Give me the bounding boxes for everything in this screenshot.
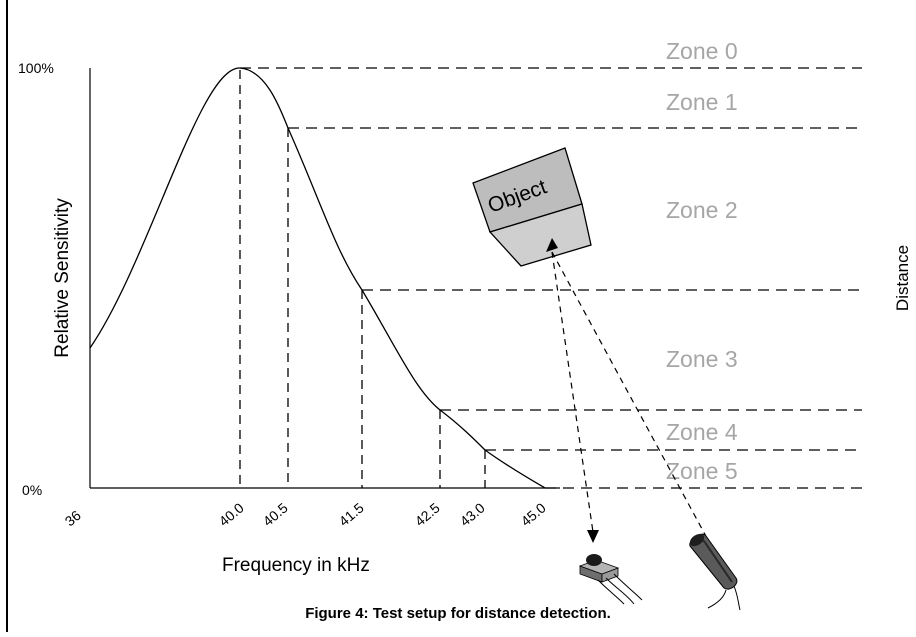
zone-3-label: Zone 3 xyxy=(666,346,738,372)
x-tick-43-0: 43.0 xyxy=(457,499,488,529)
x-tick-40-0: 40.0 xyxy=(216,499,247,529)
x-axis-title: Frequency in kHz xyxy=(222,555,370,576)
zone-2-label: Zone 2 xyxy=(666,197,738,223)
arrow-head-up xyxy=(546,238,558,252)
x-tick-42-5: 42.5 xyxy=(412,499,443,529)
signal-paths xyxy=(551,251,709,541)
frequency-markers xyxy=(239,70,486,488)
zone-4-label: Zone 4 xyxy=(666,419,738,445)
y-min-label: 0% xyxy=(22,482,42,498)
emitter-icon xyxy=(689,533,741,611)
x-tick-36: 36 xyxy=(62,507,84,529)
y-axis-title: Relative Sensitivity xyxy=(52,198,73,358)
x-tick-41-5: 41.5 xyxy=(336,499,367,529)
x-tick-45-0: 45.0 xyxy=(518,499,549,529)
distance-label: Distance xyxy=(893,245,912,311)
sensitivity-curve xyxy=(89,67,546,489)
object-box: Object xyxy=(472,147,592,267)
x-tick-40-5: 40.5 xyxy=(260,499,291,529)
zone-5-label: Zone 5 xyxy=(666,458,738,484)
y-max-label: 100% xyxy=(18,60,54,76)
zone-labels: Zone 0 Zone 1 Zone 2 Zone 3 Zone 4 Zone … xyxy=(666,38,738,484)
zone-0-label: Zone 0 xyxy=(666,38,738,64)
receiver-icon xyxy=(578,554,643,605)
figure-caption: Figure 4: Test setup for distance detect… xyxy=(305,605,611,622)
zone-boundaries xyxy=(240,67,862,489)
arrow-head-down xyxy=(587,530,599,543)
zone-1-label: Zone 1 xyxy=(666,89,738,115)
